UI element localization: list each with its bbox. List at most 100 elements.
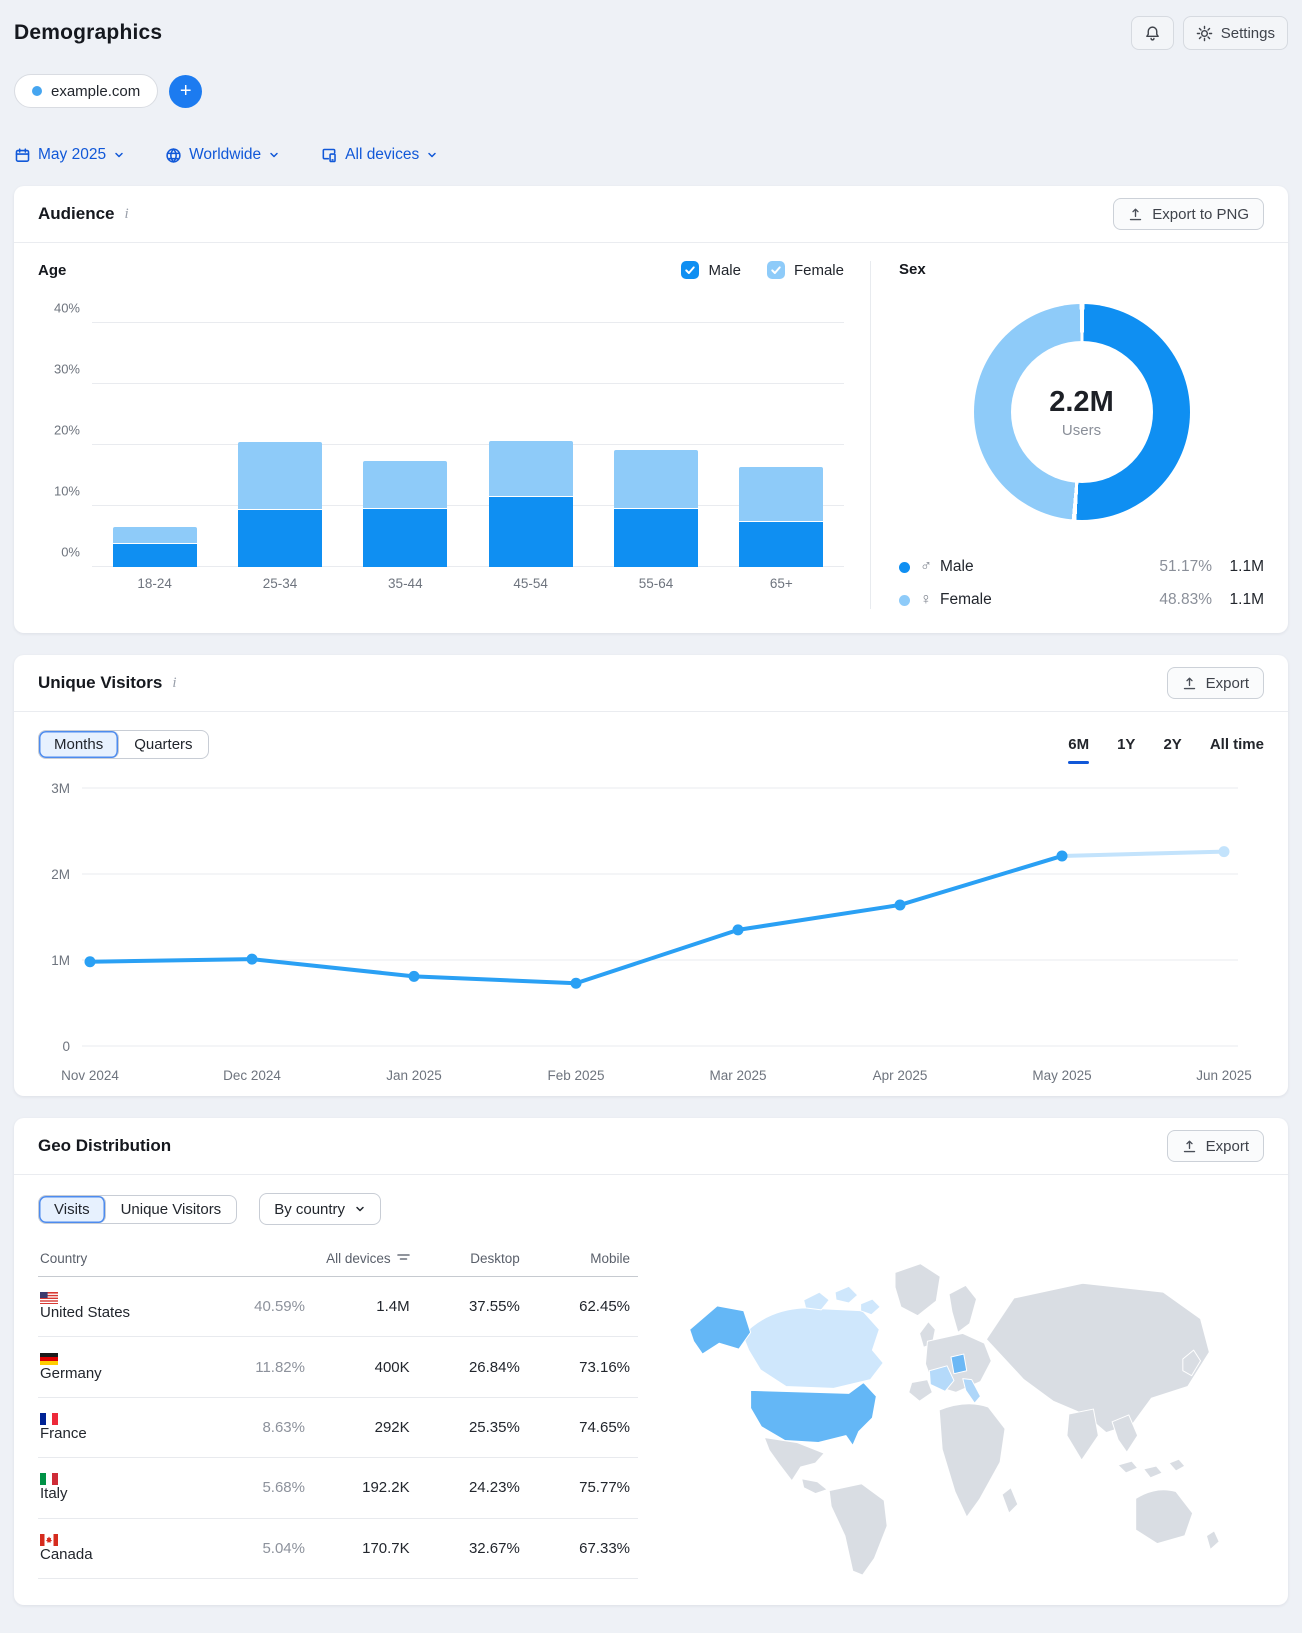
cell-all-devices: 292K: [312, 1397, 418, 1459]
cell-share: 5.68%: [202, 1457, 313, 1519]
map-india: [1066, 1408, 1099, 1461]
x-axis-label: 45-54: [513, 576, 548, 591]
region-filter[interactable]: Worldwide: [165, 146, 280, 164]
x-axis-label: 55-64: [638, 576, 674, 591]
checkbox-female[interactable]: Female: [766, 261, 844, 279]
map-indonesia: [1168, 1458, 1186, 1472]
cell-desktop: 26.84%: [417, 1336, 528, 1398]
country-name: Canada: [40, 1545, 93, 1563]
tab-underline: [1068, 761, 1090, 764]
export-button[interactable]: Export: [1166, 667, 1264, 699]
data-point: [246, 953, 258, 965]
x-axis-label: Jan 2025: [386, 1068, 442, 1083]
tab-2y[interactable]: 2Y: [1163, 736, 1181, 764]
cell-share: 40.59%: [202, 1276, 313, 1338]
chevron-down-icon: [113, 149, 125, 161]
settings-button[interactable]: Settings: [1182, 16, 1288, 50]
geo-table: Country All devices Desktop Mobile Unite…: [38, 1239, 638, 1580]
date-filter[interactable]: May 2025: [14, 146, 125, 164]
bars-row: [92, 301, 844, 567]
project-chip[interactable]: example.com: [14, 74, 159, 108]
upload-icon: [1182, 676, 1197, 691]
x-axis-label: 18-24: [137, 576, 172, 591]
tab-6m[interactable]: 6M: [1068, 736, 1090, 764]
column-header-country: Country: [38, 1239, 203, 1277]
chevron-down-icon: [354, 1203, 366, 1215]
tab-label: 6M: [1068, 736, 1090, 753]
toggle-quarters[interactable]: Quarters: [134, 736, 193, 753]
male-symbol-icon: ♂: [920, 558, 932, 575]
age-bar-segment-male: [488, 496, 573, 567]
cell-desktop: 37.55%: [417, 1276, 528, 1338]
geo-controls: Visits Unique Visitors By country: [14, 1175, 1288, 1229]
sex-label: Sex: [899, 261, 926, 278]
y-axis-tick: 2M: [51, 867, 70, 882]
gridline: [92, 505, 844, 506]
checkbox-label: Female: [793, 261, 844, 279]
region-filter-value: Worldwide: [189, 146, 262, 163]
group-by-dropdown[interactable]: By country: [259, 1193, 382, 1225]
gridline: [92, 383, 844, 384]
export-button[interactable]: Export: [1166, 1130, 1264, 1162]
tab-label: 2Y: [1163, 736, 1182, 753]
checkbox-icon: [681, 261, 700, 279]
donut-center-label: Users: [1061, 421, 1102, 439]
cell-all-devices: 1.4M: [312, 1276, 418, 1338]
map-canada: [742, 1307, 884, 1389]
sex-legend-row: ♀ Female 48.83% 1.1M: [899, 591, 1264, 609]
tab-all-time[interactable]: All time: [1210, 736, 1264, 764]
info-icon[interactable]: i: [172, 674, 177, 691]
group-by-value: By country: [274, 1200, 346, 1218]
column-header-desktop[interactable]: Desktop: [417, 1239, 528, 1277]
calendar-icon: [14, 147, 31, 164]
export-label: Export: [1205, 674, 1249, 692]
table-row: Italy 5.68% 192.2K 24.23% 75.77%: [38, 1457, 638, 1519]
map-africa: [938, 1403, 1006, 1518]
tab-1y[interactable]: 1Y: [1117, 736, 1135, 764]
checkbox-male[interactable]: Male: [681, 261, 741, 279]
x-axis-label: May 2025: [1032, 1068, 1092, 1083]
metric-toggle: Visits Unique Visitors: [38, 1194, 238, 1224]
age-bar-segment-female: [739, 466, 824, 521]
flag-icon-fr: [40, 1412, 195, 1425]
map-arctic-island: [860, 1298, 881, 1316]
world-map-svg: [689, 1263, 1220, 1576]
table-row: Germany 11.82% 400K 26.84% 73.16%: [38, 1336, 638, 1398]
checkbox-label: Male: [708, 261, 741, 279]
x-axis-label: 35-44: [388, 576, 423, 591]
map-france: [928, 1365, 955, 1392]
devices-filter[interactable]: All devices: [320, 146, 438, 164]
column-header-all-devices[interactable]: All devices: [202, 1239, 418, 1277]
donut-center: 2.2M Users: [1010, 341, 1153, 483]
toggle-visits[interactable]: Visits: [39, 1195, 106, 1223]
x-axis-label: Mar 2025: [709, 1068, 767, 1083]
upload-icon: [1182, 1139, 1197, 1154]
flag-icon-ca: [40, 1533, 195, 1546]
data-point: [408, 970, 420, 982]
unique-visitors-controls: Months Quarters 6M 1Y 2Y All time: [14, 712, 1288, 764]
age-bar-65+: [739, 466, 824, 567]
column-header-mobile[interactable]: Mobile: [527, 1239, 638, 1277]
legend-percent: 48.83%: [1159, 591, 1212, 608]
age-bar-segment-male: [739, 521, 824, 567]
age-bar-35-44: [363, 461, 448, 567]
bell-icon: [1144, 25, 1161, 42]
page-header: Demographics Settings: [14, 16, 1288, 50]
toggle-unique-visitors[interactable]: Unique Visitors: [120, 1200, 222, 1218]
project-domain: example.com: [51, 82, 141, 100]
notifications-button[interactable]: [1130, 16, 1174, 50]
info-icon[interactable]: i: [124, 205, 129, 222]
y-axis-tick: 0%: [61, 544, 80, 560]
map-indonesia: [1117, 1460, 1139, 1474]
gear-icon: [1196, 25, 1213, 42]
sex-legend-row: ♂ Male 51.17% 1.1M: [899, 558, 1264, 576]
add-project-button[interactable]: +: [169, 74, 203, 108]
toggle-months[interactable]: Months: [39, 731, 120, 758]
audience-card: Audience i Export to PNG Age Male Female: [14, 186, 1288, 633]
tab-label: 1Y: [1117, 736, 1136, 753]
legend-dot-icon: [899, 561, 910, 573]
export-to-png-button[interactable]: Export to PNG: [1113, 198, 1264, 230]
table-row: France 8.63% 292K 25.35% 74.65%: [38, 1397, 638, 1459]
country-name: Germany: [40, 1364, 102, 1382]
map-arctic-island: [803, 1291, 830, 1311]
